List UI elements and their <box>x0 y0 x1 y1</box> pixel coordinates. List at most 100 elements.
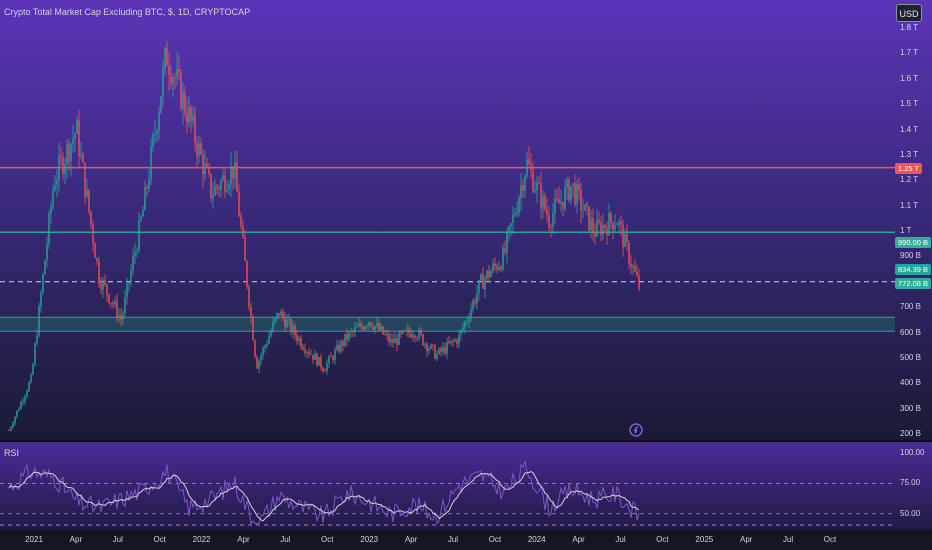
candle-body <box>436 354 438 359</box>
candle-body <box>76 120 78 134</box>
candle-body <box>192 115 194 121</box>
candle-body <box>240 216 242 227</box>
candle-body <box>398 332 400 345</box>
candle-body <box>506 233 508 253</box>
candle-body <box>546 209 548 216</box>
candle-body <box>528 159 530 165</box>
candle-body <box>340 341 342 352</box>
currency-button[interactable]: USD <box>896 4 922 22</box>
candle-body <box>476 293 478 304</box>
candle-body <box>184 92 186 114</box>
candle-body <box>512 214 514 224</box>
candle-body <box>618 221 620 225</box>
candle-body <box>310 354 312 356</box>
candle-body <box>530 164 532 171</box>
candle-body <box>364 326 366 330</box>
level-lines <box>0 166 895 332</box>
candle-body <box>270 331 272 337</box>
alert-icon[interactable] <box>629 423 643 437</box>
candle-body <box>296 335 298 341</box>
candle-body <box>460 329 462 335</box>
candle-body <box>208 167 210 174</box>
candle-body <box>242 226 244 238</box>
candle-body <box>82 154 84 163</box>
candle-body <box>594 232 596 236</box>
main-pane-background <box>0 0 932 440</box>
candle-body <box>338 344 340 352</box>
candle-body <box>566 179 568 188</box>
candle-body <box>370 322 372 327</box>
candle-body <box>494 263 496 266</box>
candle-body <box>100 283 102 290</box>
candle-body <box>446 341 448 354</box>
candle-body <box>54 185 56 191</box>
candle-body <box>578 184 580 191</box>
candle-body <box>434 345 436 359</box>
candle-body <box>354 327 356 332</box>
candle-body <box>154 133 156 135</box>
price-tick-label: 1.8 T <box>900 23 919 32</box>
candle-body <box>432 344 434 346</box>
candle-body <box>172 77 174 84</box>
candle-body <box>558 198 560 204</box>
candle-body <box>170 74 172 84</box>
candle-body <box>356 326 358 328</box>
candle-body <box>40 292 42 307</box>
candle-body <box>206 163 208 168</box>
candle-body <box>306 351 308 353</box>
price-tick-label: 500 B <box>900 352 921 362</box>
candle-body <box>538 182 540 184</box>
candle-body <box>524 175 526 191</box>
candle-body <box>544 195 546 210</box>
candle-body <box>78 120 80 157</box>
candle-body <box>444 347 446 354</box>
candle-body <box>234 162 236 179</box>
candle-body <box>586 204 588 207</box>
candle-body <box>62 157 64 174</box>
candle-body <box>588 206 590 231</box>
candle-body <box>526 159 528 176</box>
candle-body <box>342 341 344 346</box>
candle-body <box>412 335 414 338</box>
candle-body <box>344 333 346 346</box>
candle-body <box>402 330 404 334</box>
candle-body <box>158 112 160 132</box>
candle-body <box>472 300 474 310</box>
candle-body <box>336 344 338 351</box>
candle-body <box>534 190 536 192</box>
candle-body <box>376 323 378 326</box>
candle-body <box>274 318 276 323</box>
candle-body <box>216 185 218 188</box>
candle-body <box>108 294 110 303</box>
candle-body <box>358 323 360 327</box>
candle-body <box>44 260 46 275</box>
candle-body <box>104 280 106 285</box>
candle-body <box>442 347 444 352</box>
candle-body <box>368 322 370 327</box>
candle-body <box>162 68 164 97</box>
candle-body <box>146 187 148 189</box>
candle-body <box>68 143 70 162</box>
candle-body <box>396 338 398 345</box>
candle-body <box>628 242 630 264</box>
candle-body <box>620 221 622 225</box>
candle-body <box>134 252 136 257</box>
candle-body <box>226 189 228 192</box>
candle-body <box>276 313 278 319</box>
candle-body <box>198 143 200 156</box>
candle-body <box>88 189 90 212</box>
candle-body <box>196 142 198 156</box>
candle-body <box>266 343 268 346</box>
candle-body <box>194 115 196 143</box>
candle-body <box>614 225 616 230</box>
candle-body <box>20 402 22 409</box>
candle-body <box>488 270 490 278</box>
candle-body <box>232 166 234 179</box>
price-tick-label: 900 B <box>900 251 921 261</box>
candle-body <box>480 274 482 281</box>
candle-body <box>382 326 384 335</box>
candle-body <box>520 185 522 198</box>
candle-body <box>92 224 94 244</box>
candle-body <box>132 256 134 271</box>
